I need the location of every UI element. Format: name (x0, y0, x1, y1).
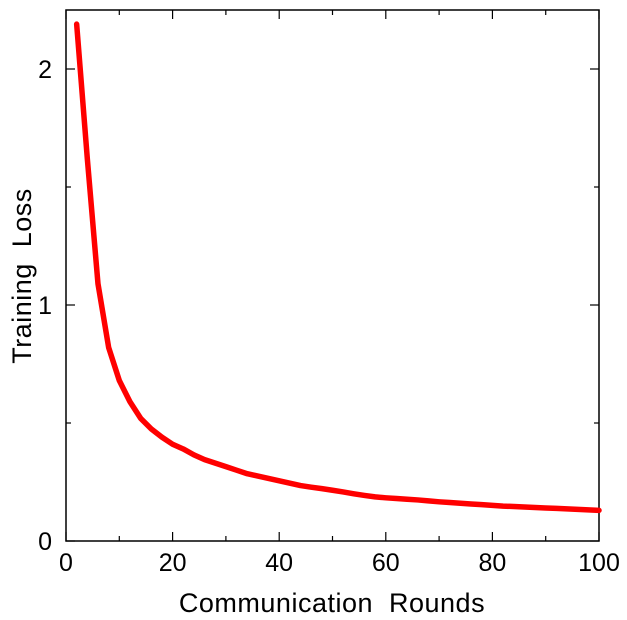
y-axis-ticks (66, 68, 599, 542)
training-loss-series-line (73, 21, 602, 514)
x-axis-tick-labels: 0 20 40 60 80 100 (59, 549, 620, 577)
series-layer (73, 21, 602, 514)
x-tick-label: 60 (372, 549, 400, 577)
x-tick-label: 0 (59, 549, 73, 577)
x-tick-label: 20 (159, 549, 187, 577)
y-tick-label: 1 (38, 292, 52, 320)
y-tick-label: 0 (38, 528, 52, 556)
x-axis-ticks (65, 10, 600, 541)
y-axis-title: Training Loss (7, 188, 37, 364)
x-tick-label: 100 (578, 549, 620, 577)
y-tick-label: 2 (38, 56, 52, 84)
x-tick-label: 40 (265, 549, 293, 577)
y-axis-tick-labels: 0 1 2 (38, 56, 52, 556)
plot-frame (65, 9, 600, 542)
x-tick-label: 80 (478, 549, 506, 577)
x-axis-title: Communication Rounds (179, 588, 485, 618)
